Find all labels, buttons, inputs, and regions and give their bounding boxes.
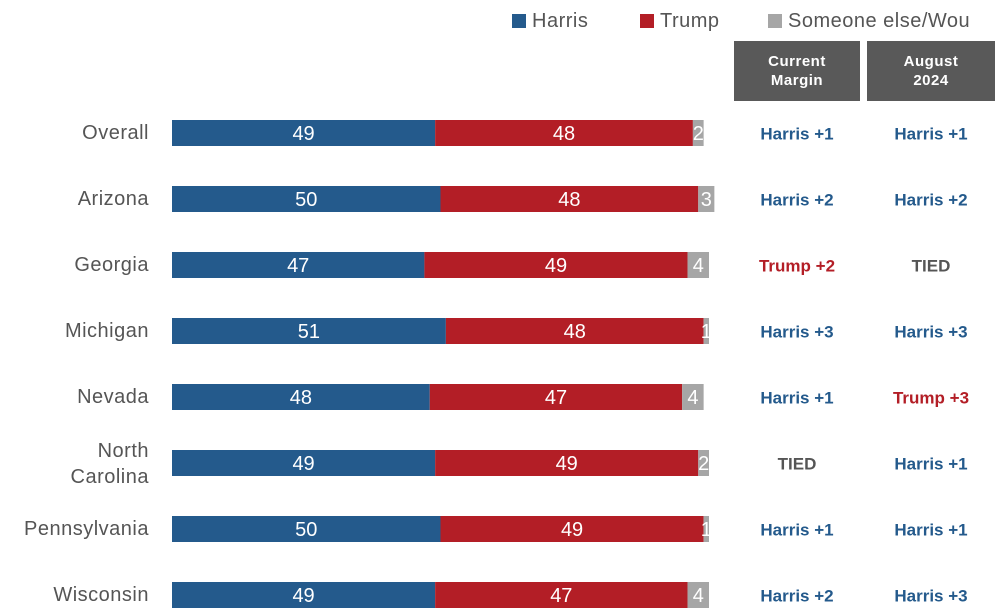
bar-label-someone-else-arizona: 3 [701, 189, 712, 211]
bar-trump-nevada [429, 384, 683, 410]
bar-label-harris-nevada: 48 [290, 387, 312, 409]
current-margin-arizona: Harris +2 [760, 191, 833, 210]
legend-item-trump: Trump [640, 6, 720, 36]
bar-harris-overall [172, 120, 436, 146]
bar-someone-else-nevada [682, 384, 704, 410]
bar-someone-else-georgia [687, 252, 709, 278]
row-label-line: Carolina [71, 466, 150, 488]
row-label-line: North [98, 440, 149, 462]
legend-item-someone-else: Someone else/Wou [768, 6, 970, 36]
legend-swatch-someone-else [768, 14, 782, 28]
bar-someone-else-pennsylvania [703, 516, 709, 542]
legend-swatch-trump [640, 14, 654, 28]
bar-label-trump-georgia: 49 [545, 255, 567, 277]
bar-label-trump-north-carolina: 49 [556, 453, 578, 475]
bar-label-someone-else-north-carolina: 2 [698, 453, 709, 475]
bar-someone-else-michigan [703, 318, 709, 344]
row-label-pennsylvania: Pennsylvania [24, 518, 149, 540]
row-label-wisconsin: Wisconsin [53, 584, 149, 606]
current-margin-header: Current Margin [734, 41, 860, 101]
row-label-michigan: Michigan [65, 320, 149, 342]
bar-harris-nevada [172, 384, 430, 410]
bar-label-trump-michigan: 48 [564, 321, 586, 343]
bar-label-someone-else-overall: 2 [693, 123, 704, 145]
bar-label-someone-else-wisconsin: 4 [693, 585, 704, 607]
bar-label-harris-north-carolina: 49 [292, 453, 314, 475]
bar-harris-north-carolina [172, 450, 436, 476]
row-label-arizona: Arizona [78, 188, 150, 210]
legend: Harris Trump Someone else/Wou [512, 6, 1003, 36]
bar-label-trump-nevada: 47 [545, 387, 567, 409]
bar-trump-overall [435, 120, 693, 146]
bar-someone-else-wisconsin [687, 582, 709, 608]
bar-trump-arizona [440, 186, 699, 212]
current-margin-wisconsin: Harris +2 [760, 587, 833, 606]
bar-label-trump-pennsylvania: 49 [561, 519, 583, 541]
row-label-nevada: Nevada [77, 386, 149, 408]
august-margin-nevada: Trump +3 [893, 389, 969, 408]
august-margin-arizona: Harris +2 [894, 191, 967, 210]
bar-label-harris-pennsylvania: 50 [295, 519, 317, 541]
current-margin-overall: Harris +1 [760, 125, 833, 144]
august-2024-header-line1: August [903, 53, 959, 70]
legend-item-harris: Harris [512, 6, 588, 36]
bar-label-someone-else-nevada: 4 [687, 387, 698, 409]
august-margin-pennsylvania: Harris +1 [894, 521, 967, 540]
august-2024-header: August 2024 [867, 41, 995, 101]
bar-label-harris-overall: 49 [292, 123, 314, 145]
row-label-georgia: Georgia [74, 254, 149, 276]
bar-label-harris-georgia: 47 [287, 255, 309, 277]
current-margin-north-carolina: TIED [778, 455, 817, 474]
current-margin-georgia: Trump +2 [759, 257, 835, 276]
bar-label-trump-arizona: 48 [558, 189, 580, 211]
row-label-north-carolina: North Carolina [71, 440, 150, 488]
legend-swatch-harris [512, 14, 526, 28]
current-margin-header-line2: Margin [770, 72, 824, 89]
legend-label-trump: Trump [660, 9, 720, 32]
august-margin-wisconsin: Harris +3 [894, 587, 967, 606]
legend-label-someone-else: Someone else/Wou [788, 9, 971, 32]
bar-label-someone-else-pennsylvania: 1 [701, 519, 712, 541]
row-label-overall: Overall [82, 122, 149, 144]
bar-label-someone-else-georgia: 4 [693, 255, 704, 277]
bar-label-harris-arizona: 50 [295, 189, 317, 211]
bar-label-trump-wisconsin: 47 [550, 585, 572, 607]
bar-label-harris-wisconsin: 49 [292, 585, 314, 607]
bar-trump-pennsylvania [440, 516, 704, 542]
bar-trump-georgia [424, 252, 688, 278]
bar-harris-michigan [172, 318, 446, 344]
august-margin-overall: Harris +1 [894, 125, 967, 144]
august-margin-north-carolina: Harris +1 [894, 455, 967, 474]
bar-label-someone-else-michigan: 1 [701, 321, 712, 343]
bar-harris-wisconsin [172, 582, 436, 608]
bar-harris-arizona [172, 186, 441, 212]
bar-label-trump-overall: 48 [553, 123, 575, 145]
august-margin-georgia: TIED [912, 257, 951, 276]
legend-label-harris: Harris [532, 9, 589, 32]
bar-someone-else-north-carolina [698, 450, 709, 476]
current-margin-pennsylvania: Harris +1 [760, 521, 833, 540]
current-margin-nevada: Harris +1 [760, 389, 833, 408]
august-2024-header-line2: 2024 [913, 72, 949, 89]
bar-label-harris-michigan: 51 [298, 321, 320, 343]
bar-someone-else-arizona [698, 186, 715, 212]
bar-harris-pennsylvania [172, 516, 441, 542]
bar-trump-michigan [445, 318, 704, 344]
bar-harris-georgia [172, 252, 425, 278]
current-margin-michigan: Harris +3 [760, 323, 833, 342]
august-margin-michigan: Harris +3 [894, 323, 967, 342]
current-margin-header-line1: Current [768, 53, 826, 70]
bar-someone-else-overall [692, 120, 704, 146]
bar-trump-wisconsin [435, 582, 688, 608]
bar-trump-north-carolina [435, 450, 699, 476]
